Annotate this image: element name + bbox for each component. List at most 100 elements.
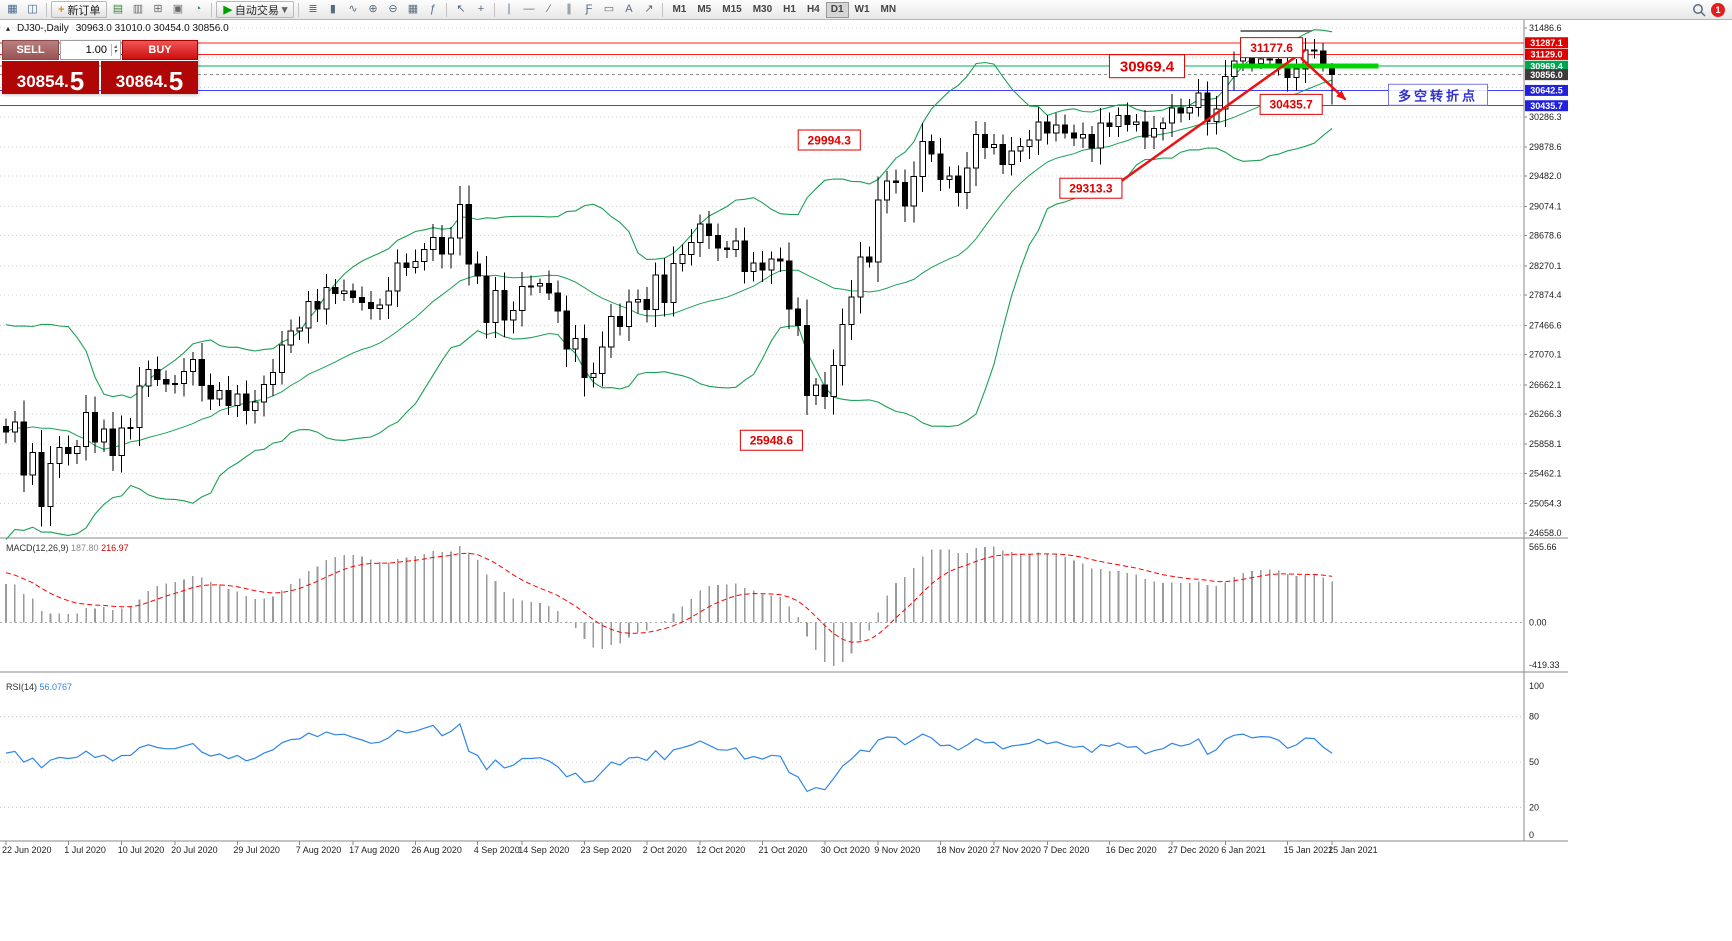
- svg-text:23 Sep 2020: 23 Sep 2020: [581, 845, 632, 855]
- svg-text:27 Nov 2020: 27 Nov 2020: [990, 845, 1041, 855]
- expand-icon[interactable]: ▴: [6, 24, 11, 33]
- svg-text:21 Oct 2020: 21 Oct 2020: [759, 845, 808, 855]
- new-order-button[interactable]: + 新订单: [51, 1, 108, 18]
- svg-text:27070.1: 27070.1: [1529, 350, 1562, 360]
- market-watch-icon[interactable]: ▤: [108, 1, 127, 18]
- arrows-icon[interactable]: ↗: [639, 1, 658, 18]
- data-window-icon[interactable]: ▥: [128, 1, 147, 18]
- svg-text:25948.6: 25948.6: [750, 434, 794, 448]
- timeframe-button-M1[interactable]: M1: [667, 2, 691, 18]
- svg-text:31287.1: 31287.1: [1530, 38, 1563, 48]
- svg-text:20 Jul 2020: 20 Jul 2020: [171, 845, 218, 855]
- sell-button[interactable]: SELL: [2, 40, 59, 60]
- candlestick-icon[interactable]: ▮: [323, 1, 342, 18]
- svg-text:7 Dec 2020: 7 Dec 2020: [1043, 845, 1089, 855]
- svg-text:29878.6: 29878.6: [1529, 142, 1562, 152]
- svg-text:27466.6: 27466.6: [1529, 320, 1562, 330]
- one-click-trading-panel: SELL 1.00 ▴ ▾ BUY 30854. 5 30864. 5: [2, 40, 198, 94]
- svg-text:30435.7: 30435.7: [1269, 98, 1313, 112]
- price-chart[interactable]: 31177.6 30969.4 30435.7 29994.3 29313.3 25948…: [0, 20, 1568, 861]
- timeframe-button-H1[interactable]: H1: [778, 2, 801, 18]
- toolbar-separator: [298, 2, 300, 17]
- svg-text:31177.6: 31177.6: [1250, 41, 1293, 55]
- bollinger-middle-band: [5, 79, 1333, 450]
- auto-trading-button[interactable]: ▶ 自动交易 ▾: [216, 1, 295, 18]
- svg-text:24658.0: 24658.0: [1529, 528, 1562, 538]
- spin-up-icon[interactable]: ▴: [113, 44, 117, 50]
- toolbar: ▦ ◫ + 新订单 ▤ ▥ ⊞ ▣ ◔ ▶ 自动交易 ▾ ≣ ▮ ∿ ⊕ ⊖ ▦ ƒ ↖ + ∣ ― ∕ ∥ Ƒ ▭ A ↗ M1 M5 M1…: [0, 0, 1732, 20]
- svg-text:25 Jan 2021: 25 Jan 2021: [1328, 845, 1378, 855]
- spin-down-icon[interactable]: ▾: [113, 49, 117, 55]
- new-chart-icon[interactable]: ▦: [3, 1, 22, 18]
- rsi-panel: RSI(14) 56.0767 100 80 50 20 0: [0, 681, 1544, 840]
- timeframe-button-H4[interactable]: H4: [802, 2, 825, 18]
- svg-text:27874.4: 27874.4: [1529, 290, 1562, 300]
- ohlc-values: 30963.0 31010.0 30454.0 30856.0: [75, 23, 229, 34]
- svg-text:6 Jan 2021: 6 Jan 2021: [1221, 845, 1266, 855]
- svg-text:7 Aug 2020: 7 Aug 2020: [296, 845, 342, 855]
- toolbar-separator: [494, 2, 496, 17]
- timeframe-button-W1[interactable]: W1: [850, 2, 875, 18]
- svg-text:0.00: 0.00: [1529, 617, 1547, 627]
- bid-price[interactable]: 30854. 5: [2, 61, 99, 94]
- time-axis[interactable]: 22 Jun 2020 1 Jul 2020 10 Jul 2020 20 Jul 2…: [0, 840, 1568, 855]
- volume-stepper[interactable]: 1.00 ▴ ▾: [60, 40, 121, 60]
- volume-spin-arrows[interactable]: ▴ ▾: [110, 44, 119, 56]
- strategy-tester-icon[interactable]: ◔: [188, 1, 207, 18]
- cn-annotation: 多空转折点: [1388, 83, 1489, 106]
- svg-text:30969.4: 30969.4: [1120, 59, 1175, 76]
- terminal-icon[interactable]: ▣: [168, 1, 187, 18]
- timeframe-button-M15[interactable]: M15: [717, 2, 746, 18]
- timeframe-button-MN[interactable]: MN: [876, 2, 902, 18]
- svg-text:31486.6: 31486.6: [1529, 23, 1562, 33]
- svg-text:565.66: 565.66: [1529, 542, 1557, 552]
- zoom-out-icon[interactable]: ⊖: [383, 1, 402, 18]
- notification-badge[interactable]: 1: [1711, 2, 1725, 17]
- trendline-icon[interactable]: ∕: [539, 1, 558, 18]
- rsi-line: [5, 722, 1333, 793]
- svg-text:29482.0: 29482.0: [1529, 171, 1562, 181]
- text-icon[interactable]: A: [619, 1, 638, 18]
- svg-text:17 Aug 2020: 17 Aug 2020: [349, 845, 400, 855]
- shapes-icon[interactable]: ▭: [599, 1, 618, 18]
- buy-button[interactable]: BUY: [122, 40, 198, 60]
- svg-text:50: 50: [1529, 757, 1539, 767]
- cursor-icon[interactable]: ↖: [451, 1, 470, 18]
- grid-icon[interactable]: ▦: [403, 1, 422, 18]
- svg-text:22 Jun 2020: 22 Jun 2020: [2, 845, 52, 855]
- bar-chart-icon[interactable]: ≣: [303, 1, 322, 18]
- horizontal-line-icon[interactable]: ―: [519, 1, 538, 18]
- line-chart-icon[interactable]: ∿: [343, 1, 362, 18]
- toolbar-separator: [662, 2, 664, 17]
- candlesticks[interactable]: [2, 38, 1336, 527]
- indicators-icon[interactable]: ƒ: [423, 1, 442, 18]
- svg-text:26 Aug 2020: 26 Aug 2020: [411, 845, 462, 855]
- ask-price[interactable]: 30864. 5: [101, 61, 198, 94]
- zoom-in-icon[interactable]: ⊕: [363, 1, 382, 18]
- navigator-icon[interactable]: ⊞: [148, 1, 167, 18]
- bollinger-lower-band: [5, 127, 1333, 540]
- crosshair-icon[interactable]: +: [471, 1, 490, 18]
- drawn-segments[interactable]: [1232, 30, 1379, 69]
- timeframe-button-M5[interactable]: M5: [692, 2, 716, 18]
- volume-value[interactable]: 1.00: [85, 44, 107, 56]
- svg-text:MACD(12,26,9) 187.80 216.97: MACD(12,26,9) 187.80 216.97: [6, 543, 129, 553]
- timeframe-button-M30[interactable]: M30: [748, 2, 777, 18]
- svg-text:30286.3: 30286.3: [1529, 112, 1562, 122]
- search-icon[interactable]: [1692, 3, 1706, 17]
- vertical-line-icon[interactable]: ∣: [499, 1, 518, 18]
- svg-text:25858.1: 25858.1: [1529, 439, 1562, 449]
- svg-text:30 Oct 2020: 30 Oct 2020: [821, 845, 870, 855]
- chart-title: ▴ DJ30-,Daily 30963.0 31010.0 30454.0 30…: [6, 23, 229, 34]
- trend-arrows[interactable]: [1117, 48, 1347, 185]
- svg-text:30642.5: 30642.5: [1530, 86, 1563, 96]
- channel-icon[interactable]: ∥: [559, 1, 578, 18]
- svg-text:12 Oct 2020: 12 Oct 2020: [696, 845, 745, 855]
- svg-text:RSI(14) 56.0767: RSI(14) 56.0767: [6, 682, 72, 692]
- svg-text:多空转折点: 多空转折点: [1398, 88, 1478, 103]
- chart-profiles-icon[interactable]: ◫: [23, 1, 42, 18]
- svg-text:25054.3: 25054.3: [1529, 499, 1562, 509]
- price-axis[interactable]: 31486.6 30286.3 29878.6 29482.0 29074.1 28678…: [1523, 20, 1568, 841]
- timeframe-button-D1[interactable]: D1: [825, 1, 849, 18]
- fibonacci-icon[interactable]: Ƒ: [579, 1, 598, 18]
